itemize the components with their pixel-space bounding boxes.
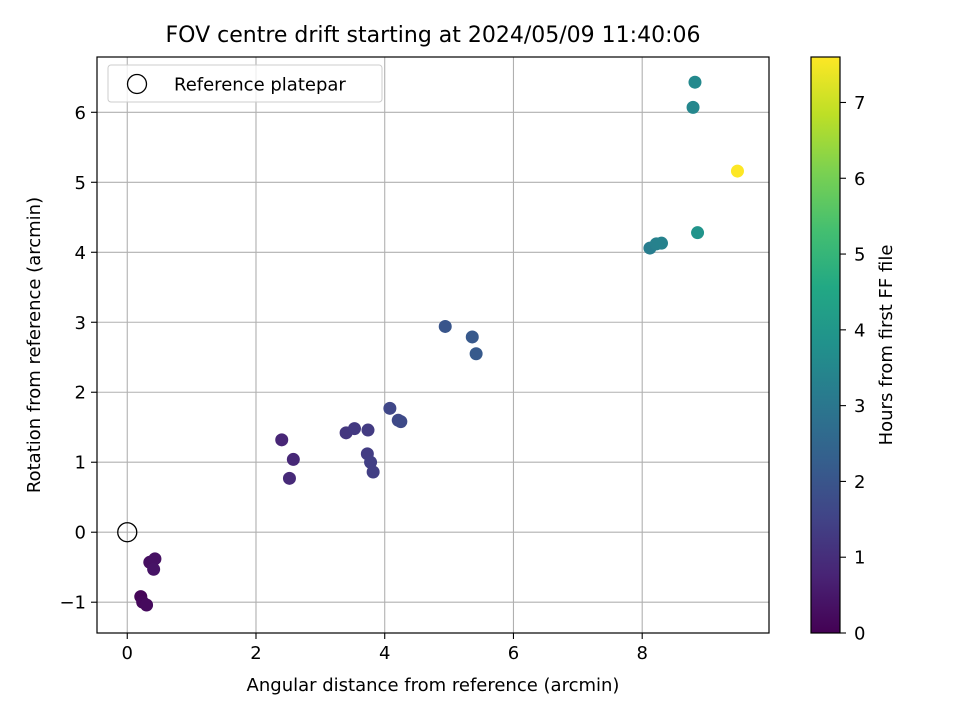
x-axis-ticks: 0 2 4 6 8 (122, 633, 648, 664)
legend-box (107, 64, 383, 103)
data-point (275, 433, 289, 447)
data-point (140, 598, 154, 612)
data-point (366, 465, 380, 479)
x-tick-label: 0 (122, 643, 133, 664)
data-point (347, 422, 361, 436)
data-point (148, 552, 162, 566)
data-point (691, 226, 705, 240)
y-axis-label: Rotation from reference (arcmin) (24, 197, 45, 493)
colorbar (811, 57, 840, 633)
data-point (469, 347, 483, 361)
colorbar-ticks: 0 1 2 3 4 5 6 7 (840, 93, 865, 645)
y-tick-label: −1 (59, 593, 86, 614)
data-point (364, 455, 378, 469)
scatter-points (134, 75, 744, 612)
colorbar-tick-label: 2 (854, 472, 865, 493)
y-tick-label: 2 (75, 383, 86, 404)
y-axis-ticks: −1 0 1 2 3 4 5 6 (59, 103, 97, 614)
legend-reference-marker (126, 73, 148, 95)
colorbar-tick-label: 3 (854, 396, 865, 417)
y-tick-label: 5 (75, 173, 86, 194)
colorbar-tick-label: 0 (854, 624, 865, 645)
data-point (361, 423, 375, 437)
y-tick-label: 4 (75, 243, 86, 264)
colorbar-tick-label: 6 (854, 169, 865, 190)
x-tick-label: 8 (636, 643, 647, 664)
y-tick-label: 0 (75, 523, 86, 544)
reference-marker (117, 522, 138, 543)
data-point (147, 562, 161, 576)
colorbar-tick-label: 1 (854, 548, 865, 569)
axes-frame (96, 56, 770, 634)
data-point (688, 75, 702, 89)
chart-title: FOV centre drift starting at 2024/05/09 … (166, 23, 701, 48)
data-point (394, 415, 408, 429)
x-tick-label: 2 (250, 643, 261, 664)
colorbar-tick-label: 7 (854, 93, 865, 114)
colorbar-frame (810, 56, 841, 634)
data-point (282, 471, 296, 485)
data-point (465, 330, 479, 344)
colorbar-tick-label: 4 (854, 320, 865, 341)
legend-label-reference: Reference platepar (174, 75, 346, 96)
data-point (438, 319, 452, 333)
data-point (730, 164, 744, 178)
data-point (383, 401, 397, 415)
x-axis-label: Angular distance from reference (arcmin) (247, 675, 620, 696)
legend: Reference platepar (107, 64, 383, 103)
colorbar-tick-label: 5 (854, 245, 865, 266)
colorbar-label: Hours from first FF file (876, 245, 897, 446)
x-tick-label: 4 (379, 643, 390, 664)
y-tick-label: 6 (75, 103, 86, 124)
grid-lines (97, 57, 769, 633)
x-tick-label: 6 (508, 643, 519, 664)
y-tick-label: 1 (75, 453, 86, 474)
data-point (286, 452, 300, 466)
data-point (686, 100, 700, 114)
y-tick-label: 3 (75, 313, 86, 334)
data-point (655, 236, 669, 250)
